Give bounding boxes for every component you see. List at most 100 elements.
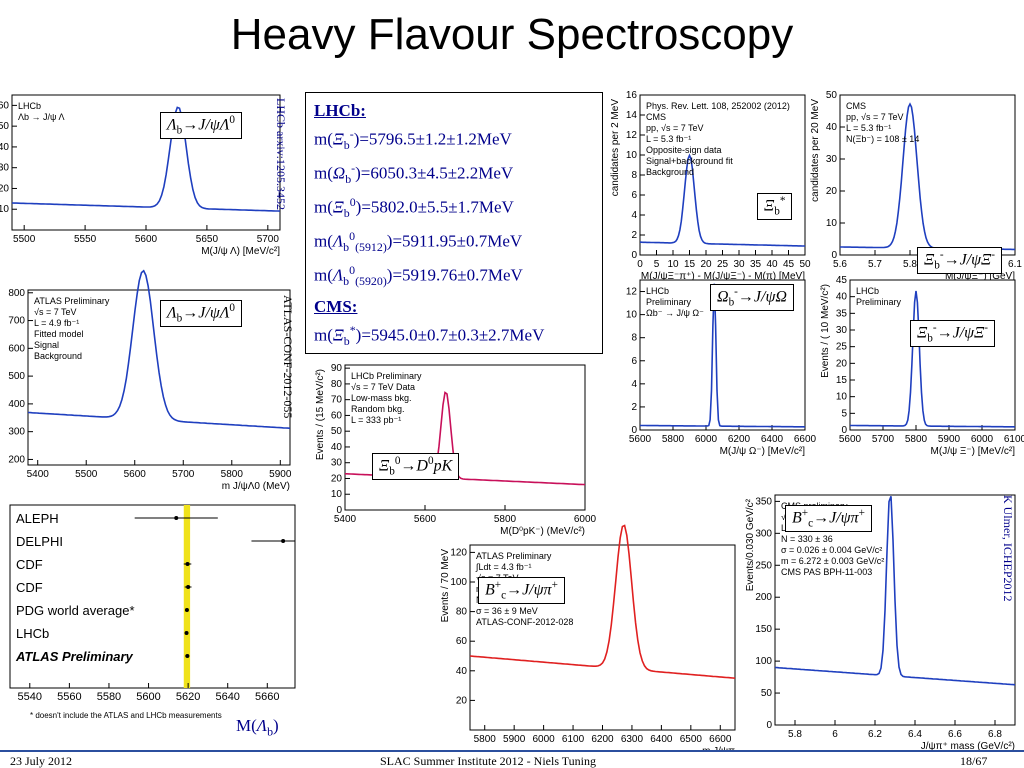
plot-annotation: CMS [646,112,666,122]
x-tick-label: 5.6 [833,259,847,270]
y-tick-label: 50 [761,688,773,699]
text-part: →J/ψΩ [737,288,787,306]
text-part: c [808,517,814,530]
text-part: - [984,322,989,334]
text-part: Ξ [917,324,928,342]
text-part: c [501,589,507,602]
text-part: Ξ [332,197,344,217]
x-tick-label: 5600 [414,514,437,525]
x-tick-label: 5900 [503,734,526,745]
measurement [281,539,286,543]
y-tick-label: 100 [755,656,772,667]
text-part: b [345,172,352,187]
y-tick-label: 6 [631,356,637,367]
y-tick-label: 200 [8,454,25,465]
x-tick-label: 5660 [255,691,279,703]
y-tick-label: 4 [631,210,637,221]
reference: LHCb arxiv:1205.3452 [274,98,288,210]
plot-annotation: LHCb [18,101,41,111]
x-tick-label: 5550 [74,234,97,245]
mass-result: m(Ωb-)=6050.3±4.5±2.2MeV [314,161,594,187]
x-tick-label: 6.8 [988,729,1002,740]
y-tick-label: 35 [836,308,848,319]
plot-annotation: L = 5.3 fb⁻¹ [846,123,891,133]
text-part: - [734,286,738,298]
experiment-name: ALEPH [16,511,59,526]
text-part: - [939,249,944,261]
text-part: m( [314,325,333,345]
x-tick-label: 6000 [971,434,994,445]
x-tick-label: 5600 [136,691,160,703]
y-tick-label: 5 [841,408,847,419]
text-part: - [351,161,356,176]
y-tick-label: 30 [836,325,848,336]
text-part: b [343,138,350,153]
plot-annotation: L = 5.3 fb⁻¹ [646,134,691,144]
text-part: 0 [349,229,356,244]
plot-frame [27,289,291,466]
y-tick-label: 25 [836,342,848,353]
plot-annotation: Background [34,351,82,361]
text-part: →J/ψΞ [943,251,992,269]
y-tick-label: 400 [8,399,25,410]
x-tick-label: 6300 [621,734,644,745]
y-axis-label: candidates per 2 MeV [610,99,621,197]
text-part: - [349,127,354,141]
y-tick-label: 12 [626,130,638,141]
y-tick-label: 45 [836,275,848,286]
y-axis-label: Events / 70 MeV [440,549,451,623]
x-tick-label: 5800 [494,514,517,525]
y-tick-label: 700 [8,316,25,327]
x-tick-label: 6100 [562,734,585,745]
plot-annotation: N = 330 ± 36 [781,534,833,544]
text-part: 0 [229,114,236,126]
x-tick-label: 5700 [172,469,195,480]
x-tick-label: 5800 [662,434,685,445]
text-part: )=5945.0±0.7±0.3±2.7MeV [355,325,545,345]
x-tick-label: 6400 [761,434,784,445]
y-tick-label: 8 [631,170,637,181]
text-part: - [991,249,996,261]
x-axis-label: M(J/ψ Λ) [MeV/c²] [201,246,280,257]
text-part: b [176,124,183,137]
text-part: b [267,724,274,739]
text-part: →D [400,457,428,475]
y-tick-label: 40 [836,292,848,303]
average-band [183,505,191,688]
y-tick-label: 20 [826,186,838,197]
text-part: b [389,465,395,478]
plot-annotation: pp, √s = 7 TeV [846,112,904,122]
plot-annotation: Phys. Rev. Lett. 108, 252002 (2012) [646,101,790,111]
x-tick-label: 5500 [13,234,36,245]
text-part: m( [314,163,333,183]
results-box: LHCb: m(Ξb-)=5796.5±1.2±1.2MeV m(Ωb-)=6050… [305,92,603,354]
x-tick-label: 5700 [257,234,280,245]
y-axis-label: Events/0.030 GeV/c² [745,498,756,591]
text-part: 0 [394,455,401,467]
x-tick-label: 0 [637,259,643,270]
plot-annotation: LHCb Preliminary [351,371,422,381]
x-tick-label: 30 [733,259,745,270]
y-tick-label: 70 [331,395,343,406]
y-tick-label: 350 [755,496,772,507]
x-tick-label: 6000 [532,734,555,745]
text-part: Λ [332,265,344,285]
text-part: →J/ψπ [813,509,859,527]
y-tick-label: 600 [8,343,25,354]
text-part: * [779,195,786,207]
x-tick-label: 6.2 [868,729,882,740]
experiment-name: CDF [16,557,43,572]
x-tick-label: 6200 [591,734,614,745]
y-tick-label: 120 [450,547,467,558]
x-tick-label: 5800 [221,469,244,480]
y-tick-label: 40 [456,666,468,677]
plot-frame [639,94,806,256]
text-part: b [343,334,350,349]
text-part: )=5919.76±0.7MeV [386,265,523,285]
y-tick-label: 50 [0,121,9,132]
x-tick-label: 5400 [334,514,357,525]
text-part: b [934,259,940,272]
x-axis-label: M(D⁰pK⁻) (MeV/c²) [500,526,585,537]
x-axis-label: m J/ψΛ0 (MeV) [222,481,290,492]
text-part: 0 [427,455,434,467]
